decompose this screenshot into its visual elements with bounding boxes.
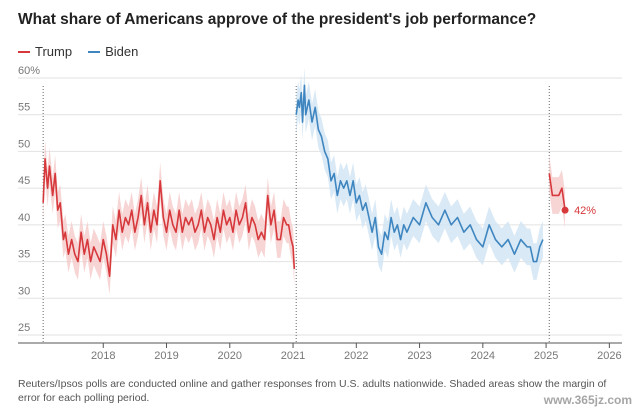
- end-point-marker: [561, 206, 569, 214]
- y-tick-label-40: 40: [18, 212, 30, 224]
- y-tick-label-60: 60%: [18, 65, 40, 77]
- y-tick-label-35: 35: [18, 249, 30, 261]
- legend-label-biden: Biden: [105, 44, 139, 59]
- series-line-trump-2: [548, 173, 566, 211]
- margin-band-trump-2: [549, 155, 566, 229]
- x-tick-label-2021: 2021: [281, 350, 305, 362]
- x-tick-label-2025: 2025: [534, 350, 558, 362]
- approval-line-chart: 25 30 35 40 45 50 55 60% 2018 2019 2020 2021 2022 202…: [18, 65, 622, 362]
- x-tick-label-2018: 2018: [91, 350, 115, 362]
- x-tick-label-2023: 2023: [407, 350, 431, 362]
- legend-swatch-trump: [18, 50, 30, 53]
- legend-item-biden: Biden: [88, 44, 138, 59]
- x-tick-label-2022: 2022: [344, 350, 368, 362]
- series-line-trump-0: [42, 157, 296, 278]
- watermark: www.365jz.com: [543, 393, 632, 407]
- series-line-biden-1: [295, 84, 544, 263]
- x-tick-label-2019: 2019: [154, 350, 178, 362]
- chart-title: What share of Americans approve of the p…: [18, 11, 537, 28]
- x-tick-label-2024: 2024: [471, 350, 495, 362]
- legend: Trump Biden: [18, 44, 138, 59]
- y-tick-label-55: 55: [18, 102, 30, 114]
- y-tick-label-50: 50: [18, 138, 30, 150]
- y-tick-label-30: 30: [18, 285, 30, 297]
- margin-band-biden-1: [296, 66, 543, 280]
- legend-swatch-biden: [88, 50, 101, 53]
- legend-label-trump: Trump: [35, 44, 73, 59]
- source-note: Reuters/Ipsos polls are conducted online…: [18, 378, 607, 404]
- y-tick-label-45: 45: [18, 175, 30, 187]
- x-tick-label-2026: 2026: [597, 350, 621, 362]
- end-point-label: 42%: [574, 205, 596, 217]
- y-tick-label-25: 25: [18, 322, 30, 334]
- x-tick-label-2020: 2020: [218, 350, 242, 362]
- legend-item-trump: Trump: [18, 44, 72, 59]
